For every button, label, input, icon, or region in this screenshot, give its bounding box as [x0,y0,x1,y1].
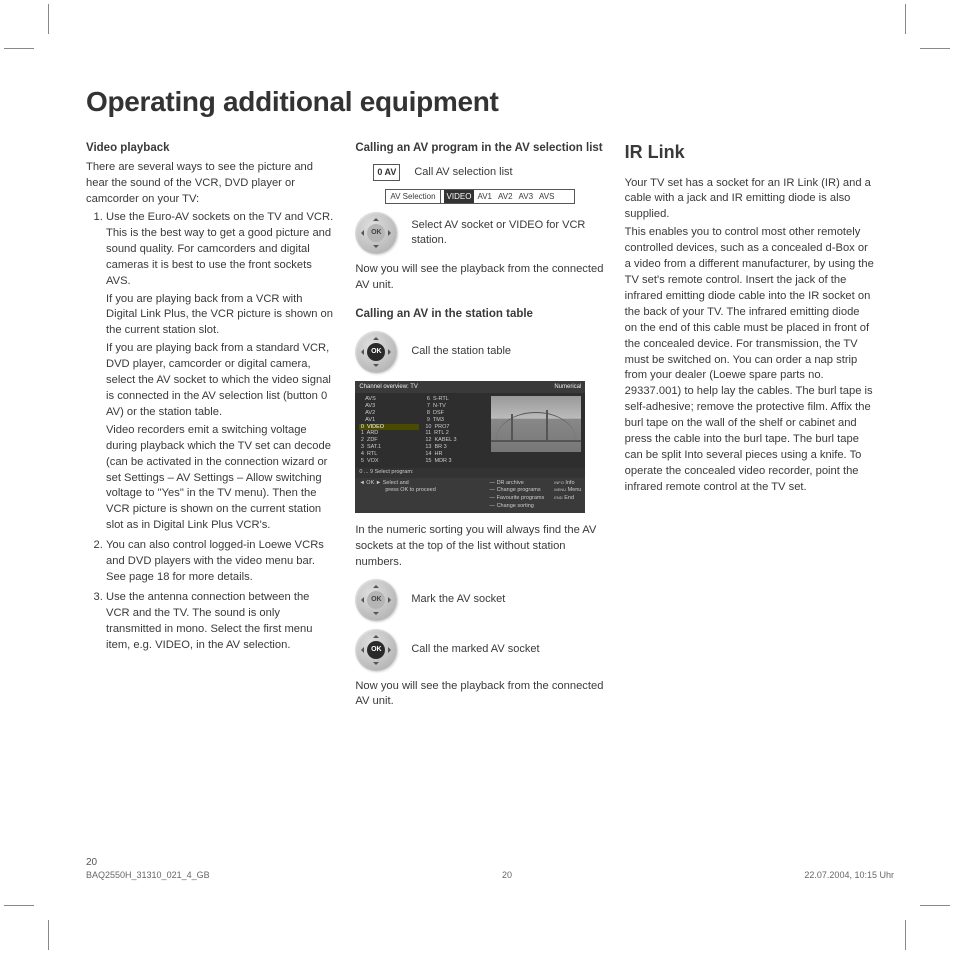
st-r-4: 10 PRO7 [425,424,485,431]
heading-calling-av-list: Calling an AV program in the AV selectio… [355,140,604,156]
numeric-sorting-text: In the numeric sorting you will always f… [355,523,604,571]
st-r-7: 13 BR 3 [425,444,485,451]
av-opt-3: AV3 [516,190,537,203]
ir-p1: Your TV set has a socket for an IR Link … [625,176,874,224]
sf-r0: Info [565,480,574,486]
dpad-ok-dark2-icon: OK [355,629,397,671]
st-l-7: 3 SAT.1 [359,444,419,451]
sf-m2: Favourite programs [490,495,545,503]
st-r-1: 7 N-TV [425,403,485,410]
page-title: Operating additional equipment [86,86,874,118]
st-l-8: 4 RTL [359,451,419,458]
li1-b: If you are playing back from a VCR with … [106,292,335,340]
station-list-right: 6 S-RTL 7 N-TV 8 DSF 9 TM3 10 PRO7 11 RT… [425,396,485,465]
heading-video-playback: Video playback [86,140,335,156]
sf-m0: DR archive [490,480,545,488]
sf-mid: DR archive Change programs Favourite pro… [490,480,545,511]
heading-ir-link: IR Link [625,140,874,166]
call-station-text: Call the station table [411,344,604,360]
li1-a: Use the Euro-AV sockets on the TV and VC… [106,211,333,287]
column-2: Calling an AV program in the AV selectio… [355,140,604,712]
sf-m1: Change programs [490,487,545,495]
st-r-3: 9 TM3 [425,417,485,424]
st-l-3: AV1 [359,417,419,424]
heading-calling-station: Calling an AV in the station table [355,306,604,322]
footer-page: 20 [502,870,512,880]
call-marked-av-text: Call the marked AV socket [411,642,604,658]
now-playback-2: Now you will see the playback from the c… [355,679,604,711]
sf-rp0: INFO [554,480,564,485]
dpad-ok-dark-icon: OK [355,331,397,373]
bridge-thumbnail [491,396,581,452]
call-av-list-text: Call AV selection list [414,165,604,181]
button-0-av: 0 AV [373,164,400,181]
sf-r1: Menu [568,487,582,493]
av-opt-2: AV2 [495,190,516,203]
dpad-arrows-icon: OK [355,579,397,621]
dpad-icon: OK [355,212,397,254]
column-1: Video playback There are several ways to… [86,140,335,712]
station-table: Channel overview: TV Numerical AVS AV3 A… [355,381,585,513]
av-selection-bar: AV Selection VIDEO AV1 AV2 AV3 AVS [385,189,575,204]
st-r-6: 12 KABEL 3 [425,437,485,444]
st-l-2: AV2 [359,410,419,417]
li1-c: If you are playing back from a standard … [106,341,335,421]
station-header-right: Numerical [554,383,581,392]
ir-p2: This enables you to control most other r… [625,225,874,495]
page-number: 20 [86,857,97,868]
now-playback-1: Now you will see the playback from the c… [355,262,604,294]
sf-left: ◄ OK ► Select and press OK to proceed [359,480,479,511]
station-header-left: Channel overview: TV [359,383,418,392]
st-l-0: AVS [359,396,419,403]
station-list-left: AVS AV3 AV2 AV1 0 VIDEO 1 ARD 2 ZDF 3 SA… [359,396,419,465]
st-l-9: 5 VOX [359,458,419,465]
select-av-text: Select AV socket or VIDEO for VCR statio… [411,218,604,249]
list-item-2: You can also control logged-in Loewe VCR… [106,538,335,586]
av-selection-video: VIDEO [444,190,475,203]
li1-d: Video recorders emit a switching voltage… [106,423,335,534]
st-l-6: 2 ZDF [359,437,419,444]
st-r-0: 6 S-RTL [425,396,485,403]
st-l-1: AV3 [359,403,419,410]
sf-rp2: END [554,495,562,500]
av-opt-1: AV1 [474,190,495,203]
sf-l2: press OK to proceed [385,487,479,495]
sf-r2: End [564,495,574,501]
footer-timestamp: 22.07.2004, 10:15 Uhr [804,870,894,880]
st-l-4: 0 VIDEO [359,424,419,431]
av-selection-label: AV Selection [386,190,440,203]
list-item-3: Use the antenna connection between the V… [106,590,335,654]
footer-file: BAQ2550H_31310_021_4_GB [86,870,210,880]
sf-rp1: MENU [554,487,566,492]
st-r-8: 14 HR [425,451,485,458]
mark-av-text: Mark the AV socket [411,592,604,608]
select-program-line: 0 ... 9 Select program: [355,468,585,478]
intro-text: There are several ways to see the pictur… [86,160,335,208]
column-3: IR Link Your TV set has a socket for an … [625,140,874,712]
st-r-5: 11 RTL 2 [425,430,485,437]
list-item-1: Use the Euro-AV sockets on the TV and VC… [106,210,335,534]
sf-l1: Select and [383,480,409,486]
st-r-2: 8 DSF [425,410,485,417]
st-r-9: 15 MDR 3 [425,458,485,465]
av-opt-4: AVS [536,190,557,203]
sf-right: INFO Info MENU Menu END End [554,480,581,511]
footer-line: BAQ2550H_31310_021_4_GB 20 22.07.2004, 1… [86,870,894,880]
st-l-5: 1 ARD [359,430,419,437]
sf-m3: Change sorting [490,503,545,511]
